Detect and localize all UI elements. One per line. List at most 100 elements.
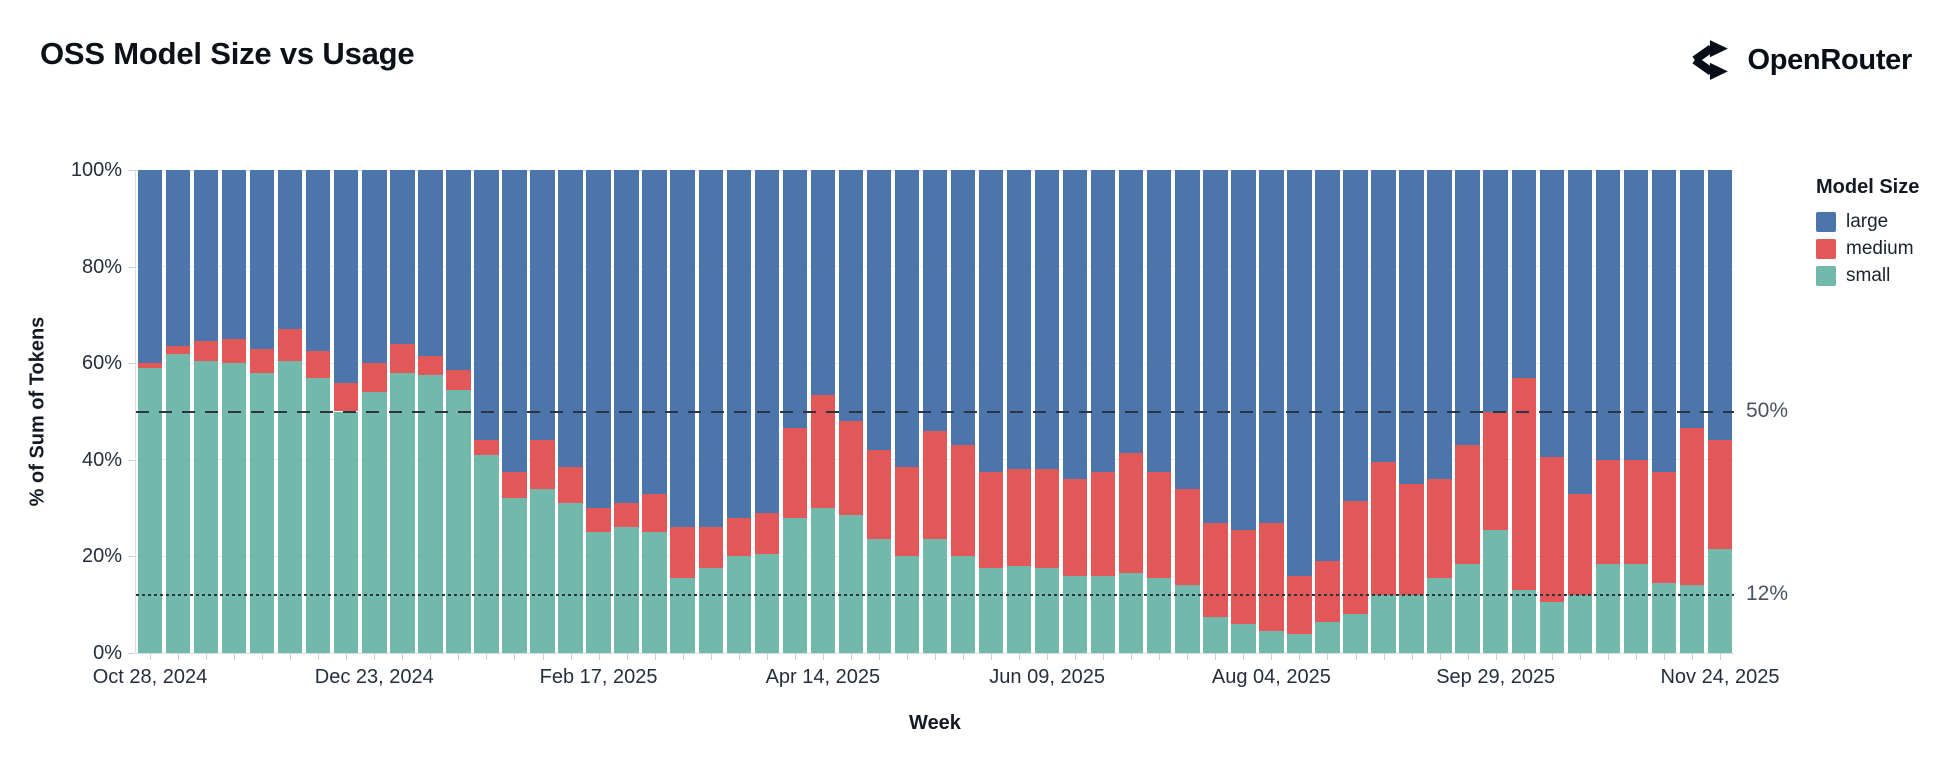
bar-segment-large[interactable] (950, 170, 976, 446)
bar-segment-medium[interactable] (1539, 457, 1564, 603)
bar-segment-large[interactable] (137, 170, 163, 364)
bar-segment-medium[interactable] (334, 382, 359, 412)
bar-segment-medium[interactable] (1315, 561, 1340, 622)
bar-segment-medium[interactable] (193, 341, 219, 361)
bar-segment-large[interactable] (1483, 170, 1508, 412)
bar-segment-small[interactable] (894, 556, 920, 653)
bar-segment-small[interactable] (978, 568, 1004, 653)
bar-segment-large[interactable] (1455, 170, 1480, 446)
bar-segment-large[interactable] (838, 170, 864, 422)
bar-segment-medium[interactable] (642, 493, 667, 533)
bar-segment-large[interactable] (810, 170, 836, 395)
bar-segment-large[interactable] (1259, 170, 1284, 523)
bar-segment-small[interactable] (558, 503, 583, 653)
bar-segment-large[interactable] (306, 170, 331, 352)
bar-segment-small[interactable] (698, 568, 723, 653)
bar-segment-medium[interactable] (1651, 471, 1677, 583)
legend-item-large[interactable]: large (1816, 212, 1952, 232)
bar-segment-large[interactable] (754, 170, 779, 513)
bar-segment-large[interactable] (1371, 170, 1396, 463)
bar-segment-large[interactable] (558, 170, 583, 468)
bar-segment-small[interactable] (1147, 578, 1172, 653)
bar-segment-large[interactable] (1231, 170, 1256, 530)
bar-segment-small[interactable] (1119, 573, 1144, 653)
bar-segment-small[interactable] (586, 532, 611, 653)
bar-segment-medium[interactable] (1399, 483, 1424, 596)
bar-segment-small[interactable] (1511, 590, 1536, 653)
bar-segment-small[interactable] (726, 556, 751, 653)
bar-segment-small[interactable] (165, 353, 191, 653)
bar-segment-small[interactable] (1483, 529, 1508, 653)
bar-segment-small[interactable] (277, 360, 303, 653)
bar-segment-large[interactable] (277, 170, 303, 330)
bar-segment-medium[interactable] (726, 517, 751, 557)
bar-segment-small[interactable] (1595, 563, 1621, 653)
bar-segment-small[interactable] (446, 389, 471, 653)
bar-segment-small[interactable] (306, 377, 331, 653)
bar-segment-large[interactable] (1343, 170, 1368, 501)
bar-segment-medium[interactable] (866, 450, 892, 540)
bar-segment-large[interactable] (165, 170, 191, 347)
bar-segment-medium[interactable] (502, 471, 527, 499)
bar-segment-large[interactable] (334, 170, 359, 383)
bar-segment-large[interactable] (1539, 170, 1564, 458)
bar-segment-small[interactable] (1175, 585, 1200, 653)
bar-segment-large[interactable] (894, 170, 920, 468)
bar-segment-medium[interactable] (1707, 440, 1733, 550)
bar-segment-large[interactable] (1595, 170, 1621, 460)
bar-segment-medium[interactable] (1427, 479, 1452, 579)
bar-segment-large[interactable] (1679, 170, 1705, 429)
bar-segment-small[interactable] (1707, 549, 1733, 653)
bar-segment-medium[interactable] (754, 512, 779, 554)
bar-segment-large[interactable] (614, 170, 639, 504)
bar-segment-small[interactable] (1539, 602, 1564, 653)
bar-segment-medium[interactable] (1455, 445, 1480, 564)
bar-segment-large[interactable] (1315, 170, 1340, 562)
bar-segment-medium[interactable] (1175, 488, 1200, 586)
bar-segment-medium[interactable] (558, 467, 583, 504)
bar-segment-large[interactable] (1147, 170, 1172, 472)
bar-segment-small[interactable] (950, 556, 976, 653)
bar-segment-small[interactable] (1427, 578, 1452, 653)
bar-segment-large[interactable] (782, 170, 808, 429)
bar-segment-medium[interactable] (1062, 479, 1088, 576)
bar-segment-large[interactable] (1399, 170, 1424, 484)
bar-segment-medium[interactable] (277, 329, 303, 361)
bar-segment-medium[interactable] (894, 467, 920, 557)
bar-segment-medium[interactable] (1371, 462, 1396, 596)
bar-segment-small[interactable] (1062, 575, 1088, 653)
bar-segment-small[interactable] (1231, 624, 1256, 653)
bar-segment-large[interactable] (1651, 170, 1677, 472)
bar-segment-small[interactable] (1679, 585, 1705, 653)
bar-segment-medium[interactable] (1090, 471, 1116, 576)
bar-segment-small[interactable] (810, 508, 836, 653)
bar-segment-large[interactable] (922, 170, 948, 431)
bar-segment-medium[interactable] (165, 346, 191, 354)
bar-segment-medium[interactable] (586, 508, 611, 533)
bar-segment-medium[interactable] (1119, 452, 1144, 574)
bar-segment-medium[interactable] (1287, 575, 1312, 634)
bar-segment-small[interactable] (1623, 563, 1649, 653)
bar-segment-medium[interactable] (1679, 428, 1705, 586)
bar-segment-medium[interactable] (1623, 459, 1649, 564)
bar-segment-small[interactable] (670, 578, 695, 653)
bar-segment-large[interactable] (1287, 170, 1312, 576)
bar-segment-small[interactable] (1567, 595, 1592, 653)
bar-segment-small[interactable] (754, 553, 779, 653)
bar-segment-large[interactable] (418, 170, 443, 356)
bar-segment-large[interactable] (474, 170, 499, 441)
bar-segment-small[interactable] (1371, 595, 1396, 653)
bar-segment-medium[interactable] (530, 440, 555, 489)
bar-segment-large[interactable] (642, 170, 667, 494)
bar-segment-medium[interactable] (474, 440, 499, 455)
bar-segment-medium[interactable] (978, 471, 1004, 569)
bar-segment-small[interactable] (866, 539, 892, 653)
bar-segment-small[interactable] (474, 454, 499, 653)
bar-segment-small[interactable] (1259, 631, 1284, 653)
bar-segment-small[interactable] (137, 368, 163, 653)
bar-segment-large[interactable] (221, 170, 247, 340)
bar-segment-medium[interactable] (418, 355, 443, 376)
bar-segment-small[interactable] (1006, 566, 1032, 653)
bar-segment-medium[interactable] (1259, 522, 1284, 632)
bar-segment-large[interactable] (1623, 170, 1649, 460)
